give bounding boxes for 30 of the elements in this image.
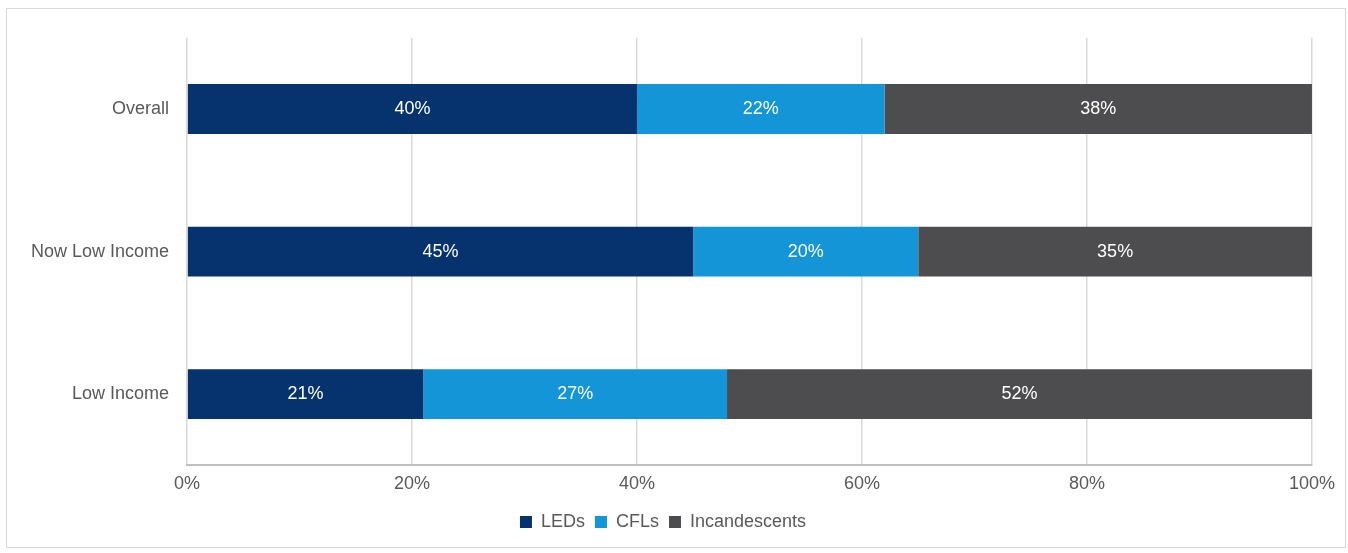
bar: [187, 84, 638, 135]
data-label: 52%: [1001, 383, 1038, 404]
data-label: 45%: [422, 240, 459, 261]
data-label: 38%: [1080, 98, 1117, 119]
x-tick-label: 100%: [1288, 473, 1335, 494]
legend-label: CFLs: [615, 510, 659, 531]
x-tick-label: 80%: [1068, 473, 1106, 494]
data-label: 22%: [742, 98, 779, 119]
bar: [918, 226, 1312, 277]
data-label: 40%: [394, 98, 431, 119]
y-tick-label: Now Low Income: [31, 240, 170, 261]
bar: [637, 84, 885, 135]
bar: [423, 369, 728, 420]
data-label: 20%: [787, 240, 824, 261]
data-label: 35%: [1097, 240, 1134, 261]
x-tick-label: 0%: [174, 473, 201, 494]
legend-label: LEDs: [540, 510, 585, 531]
bar: [727, 369, 1312, 420]
bar: [187, 226, 694, 277]
x-tick-label: 40%: [619, 473, 656, 494]
data-label: 27%: [557, 383, 594, 404]
bar: [884, 84, 1312, 135]
y-tick-label: Low Income: [72, 383, 170, 404]
x-tick-label: 20%: [394, 473, 431, 494]
y-tick-label: Overall: [112, 98, 170, 119]
data-label: 21%: [287, 383, 324, 404]
legend-label: Incandescents: [689, 510, 807, 531]
bar: [693, 226, 919, 277]
x-tick-label: 60%: [844, 473, 881, 494]
bar: [187, 369, 424, 420]
